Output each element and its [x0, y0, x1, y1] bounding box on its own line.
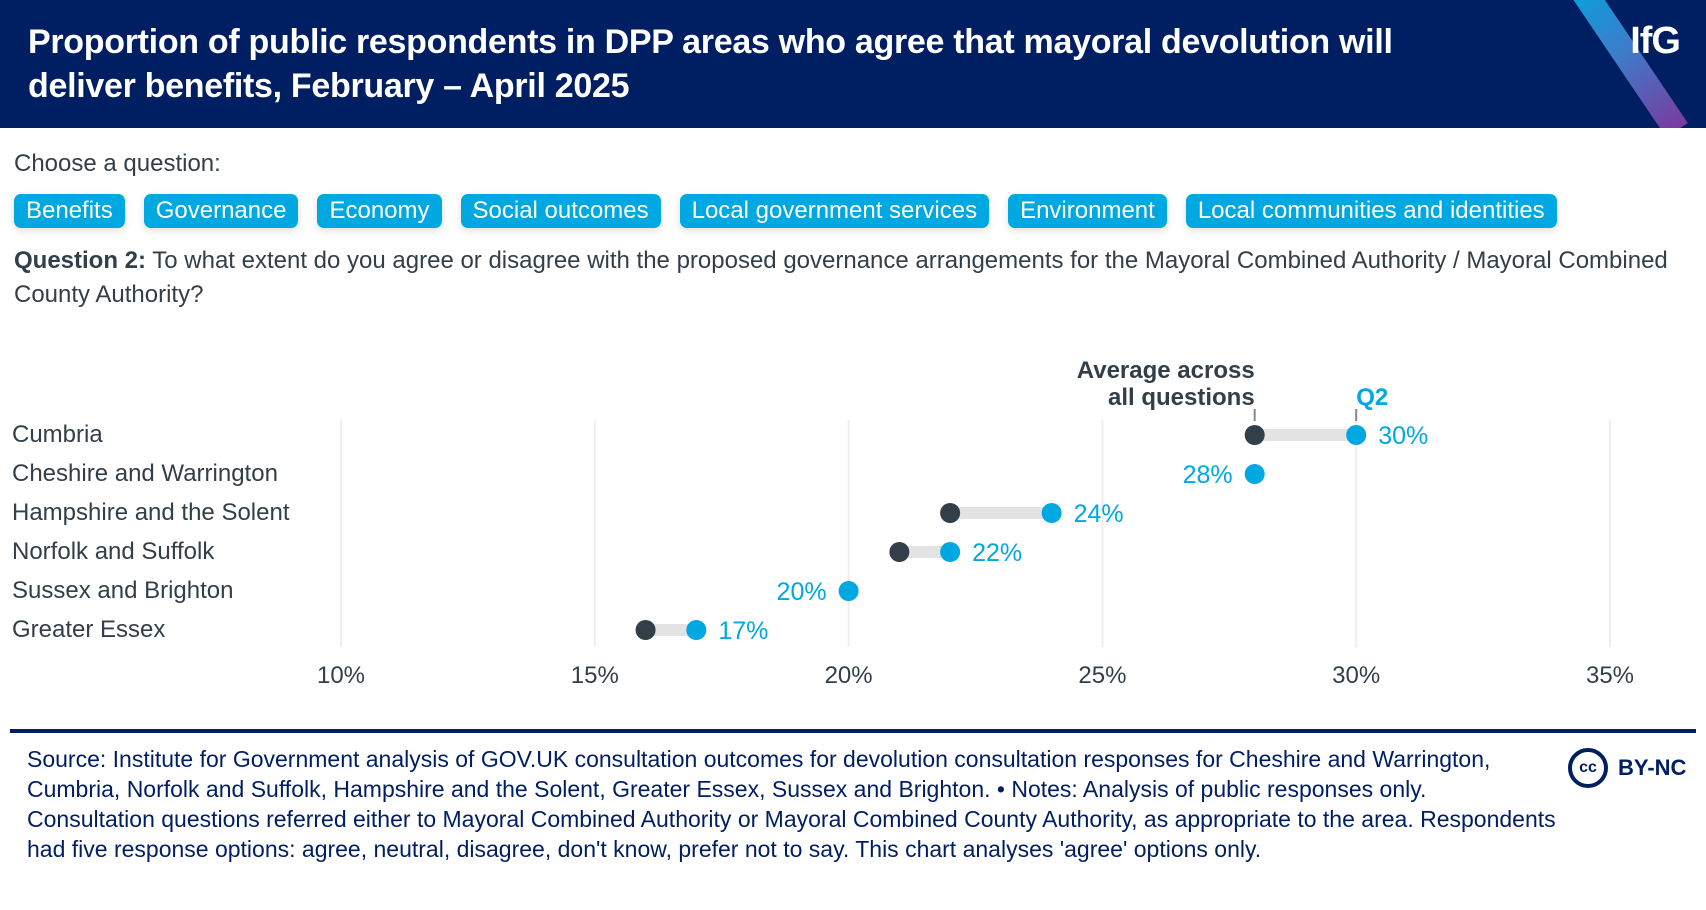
data-label: 30%	[1378, 422, 1428, 450]
data-label: 22%	[972, 539, 1022, 567]
question-dot	[1346, 425, 1367, 445]
x-tick-label: 20%	[825, 662, 873, 689]
average-dot	[1244, 425, 1265, 445]
x-tick-label: 10%	[317, 662, 365, 689]
question-button-local-communities[interactable]: Local communities and identities	[1185, 194, 1557, 228]
row-label: Norfolk and Suffolk	[12, 538, 215, 565]
footer-divider	[10, 729, 1696, 733]
question-buttons: Benefits Governance Economy Social outco…	[14, 194, 1557, 228]
question-button-benefits[interactable]: Benefits	[14, 194, 125, 228]
question-body: To what extent do you agree or disagree …	[14, 247, 1668, 308]
chart-title: Proportion of public respondents in DPP …	[28, 23, 1393, 105]
question-text: Question 2: To what extent do you agree …	[14, 244, 1674, 312]
x-tick-label: 35%	[1586, 662, 1634, 689]
data-label: 17%	[718, 617, 768, 645]
data-label: 20%	[777, 578, 827, 606]
question-dot	[1041, 503, 1062, 523]
question-dot	[838, 581, 859, 601]
data-label: 24%	[1074, 500, 1124, 528]
question-dot	[686, 620, 707, 640]
source-notes: Source: Institute for Government analysi…	[27, 746, 1556, 862]
question-dot	[1244, 464, 1265, 484]
question-button-social-outcomes[interactable]: Social outcomes	[460, 194, 661, 228]
row-label: Cheshire and Warrington	[12, 460, 278, 487]
dumbbell-chart: 10% 15% 20% 25% 30% 35% 30% 28% 24% 22% 20% 17% Aver…	[0, 340, 1706, 700]
cc-icon: cc	[1568, 748, 1608, 788]
average-dot	[889, 542, 910, 562]
chart-header: Proportion of public respondents in DPP …	[0, 0, 1706, 128]
average-annotation-label: Average across	[1077, 357, 1255, 384]
question-button-economy[interactable]: Economy	[317, 194, 442, 228]
row-label: Sussex and Brighton	[12, 577, 234, 604]
average-dot	[940, 503, 961, 523]
choose-question-label: Choose a question:	[14, 150, 221, 177]
question-number: Question 2:	[14, 247, 147, 274]
data-label: 28%	[1183, 461, 1233, 489]
average-annotation-label: all questions	[1108, 384, 1255, 411]
x-tick-label: 25%	[1078, 662, 1126, 689]
question-button-governance[interactable]: Governance	[143, 194, 299, 228]
ifg-logo: IfG	[1630, 20, 1681, 62]
question-button-local-government-services[interactable]: Local government services	[679, 194, 990, 228]
chart-plot: 10% 15% 20% 25% 30% 35% 30% 28% 24% 22% 20% 17% Aver…	[317, 357, 1634, 689]
average-dot	[635, 620, 656, 640]
row-label: Hampshire and the Solent	[12, 499, 290, 526]
question-button-environment[interactable]: Environment	[1008, 194, 1167, 228]
question-annotation-label: Q2	[1356, 384, 1388, 411]
row-label: Cumbria	[12, 421, 103, 448]
license-text: BY-NC	[1618, 755, 1687, 780]
x-tick-label: 15%	[571, 662, 619, 689]
row-label: Greater Essex	[12, 616, 166, 643]
x-tick-label: 30%	[1332, 662, 1380, 689]
question-dot	[940, 542, 961, 562]
license[interactable]: cc BY-NC	[1568, 748, 1686, 788]
